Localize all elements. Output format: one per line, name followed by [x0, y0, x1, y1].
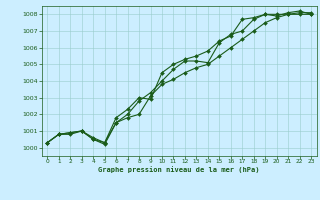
X-axis label: Graphe pression niveau de la mer (hPa): Graphe pression niveau de la mer (hPa)	[99, 167, 260, 173]
